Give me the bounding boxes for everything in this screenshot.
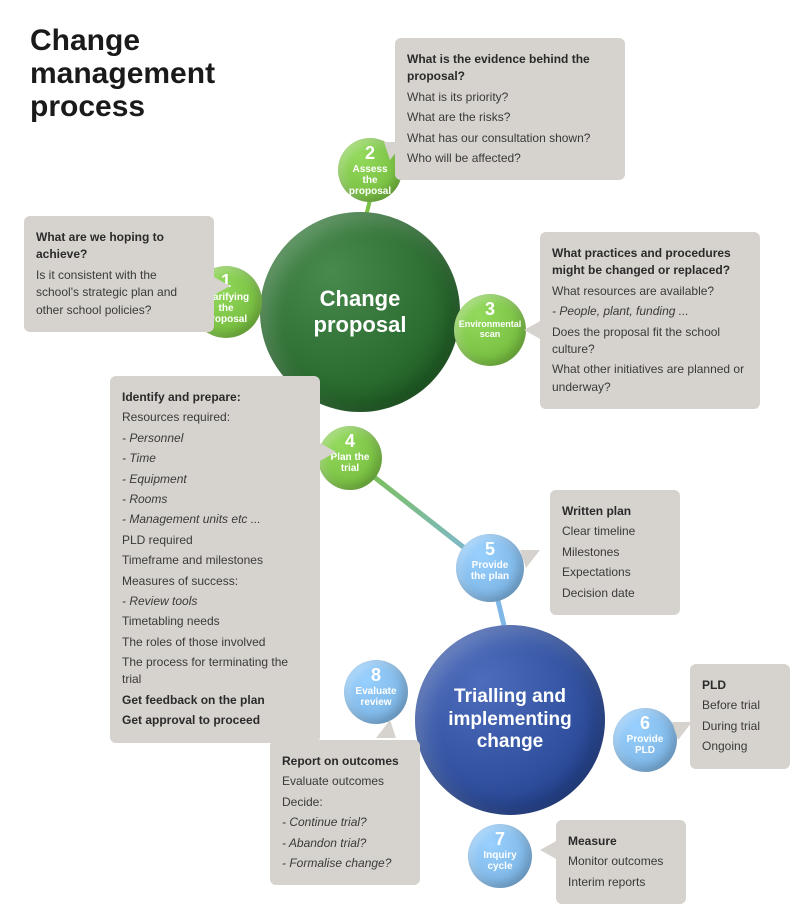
node-7-inquiry-cycle: 7Inquirycycle (468, 824, 532, 888)
callout-line: Expectations (562, 564, 668, 581)
callout-line: What has our consultation shown? (407, 130, 613, 147)
callout-line: Milestones (562, 544, 668, 561)
node-8-evaluate-review: 8Evaluatereview (344, 660, 408, 724)
callout-4: Identify and prepare: Resources required:… (110, 376, 320, 743)
callout-line: Identify and prepare: (122, 389, 308, 406)
callout-line: Written plan (562, 503, 668, 520)
callout-line: Clear timeline (562, 523, 668, 540)
node-label: Environmentalscan (454, 320, 526, 340)
callout-line: Who will be affected? (407, 150, 613, 167)
callout-line: - Equipment (122, 471, 308, 488)
callout-2: What is the evidence behind the proposal… (395, 38, 625, 180)
callout-line: Resources required: (122, 409, 308, 426)
callout-line: - Rooms (122, 491, 308, 508)
callout-line: - People, plant, funding ... (552, 303, 748, 320)
callout-1: What are we hoping to achieve?Is it cons… (24, 216, 214, 332)
callout-line: Get approval to proceed (122, 712, 308, 729)
callout-tail (524, 320, 542, 340)
callout-line: Monitor outcomes (568, 853, 674, 870)
callout-line: - Review tools (122, 593, 308, 610)
node-label: Inquirycycle (468, 850, 532, 872)
node-number: 3 (454, 300, 526, 320)
callout-line: Get feedback on the plan (122, 692, 308, 709)
callout-line: What is its priority? (407, 89, 613, 106)
callout-line: Decision date (562, 585, 668, 602)
callout-line: Evaluate outcomes (282, 773, 408, 790)
callout-line: What are we hoping to achieve? (36, 229, 202, 264)
callout-line: PLD required (122, 532, 308, 549)
node-label: ProvidePLD (613, 734, 677, 756)
callout-line: PLD (702, 677, 778, 694)
callout-line: Measures of success: (122, 573, 308, 590)
callout-8: Report on outcomes Evaluate outcomes Decid… (270, 740, 420, 885)
hub-label: Changeproposal (314, 286, 407, 339)
callout-3: What practices and procedures might be c… (540, 232, 760, 409)
callout-tail (376, 720, 396, 738)
node-number: 7 (468, 830, 532, 850)
callout-line: Timetabling needs (122, 613, 308, 630)
callout-line: Is it consistent with the school's strat… (36, 267, 202, 319)
node-5-provide-plan: 5Providethe plan (456, 534, 524, 602)
hub-label: Trialling andimplementingchange (448, 686, 572, 754)
hub-trialling-change: Trialling andimplementingchange (415, 625, 605, 815)
callout-line: Timeframe and milestones (122, 552, 308, 569)
callout-tail (384, 142, 404, 160)
callout-line: What is the evidence behind the proposal… (407, 51, 613, 86)
callout-tail (540, 840, 558, 860)
node-number: 8 (344, 666, 408, 686)
callout-tail (520, 550, 540, 568)
callout-line: The process for terminating the trial (122, 654, 308, 689)
callout-line: - Time (122, 450, 308, 467)
callout-7: Measure Monitor outcomes Interim reports (556, 820, 686, 904)
callout-line: Before trial (702, 697, 778, 714)
node-label: Evaluatereview (344, 686, 408, 708)
callout-line: Measure (568, 833, 674, 850)
node-number: 6 (613, 714, 677, 734)
callout-line: The roles of those involved (122, 634, 308, 651)
page-title: Changemanagementprocess (30, 24, 215, 123)
callout-line: Ongoing (702, 738, 778, 755)
callout-tail (672, 722, 692, 740)
callout-line: What other initiatives are planned or un… (552, 361, 748, 396)
callout-line: - Continue trial? (282, 814, 408, 831)
callout-line: - Personnel (122, 430, 308, 447)
callout-tail (212, 276, 230, 296)
callout-line: Does the proposal fit the school culture… (552, 324, 748, 359)
callout-6: PLD Before trial During trial Ongoing (690, 664, 790, 769)
callout-line: What practices and procedures might be c… (552, 245, 748, 280)
callout-line: What resources are available? (552, 283, 748, 300)
callout-line: What are the risks? (407, 109, 613, 126)
callout-line: Decide: (282, 794, 408, 811)
callout-tail (318, 442, 336, 462)
node-number: 5 (456, 540, 524, 560)
callout-5: Written plan Clear timeline Milestones Expe… (550, 490, 680, 615)
callout-line: Interim reports (568, 874, 674, 891)
callout-line: During trial (702, 718, 778, 735)
callout-line: - Formalise change? (282, 855, 408, 872)
callout-line: Report on outcomes (282, 753, 408, 770)
callout-line: - Management units etc ... (122, 511, 308, 528)
node-6-provide-pld: 6ProvidePLD (613, 708, 677, 772)
callout-line: - Abandon trial? (282, 835, 408, 852)
node-label: Assesstheproposal (338, 164, 402, 197)
node-3-environmental-scan: 3Environmentalscan (454, 294, 526, 366)
node-label: Providethe plan (456, 560, 524, 582)
